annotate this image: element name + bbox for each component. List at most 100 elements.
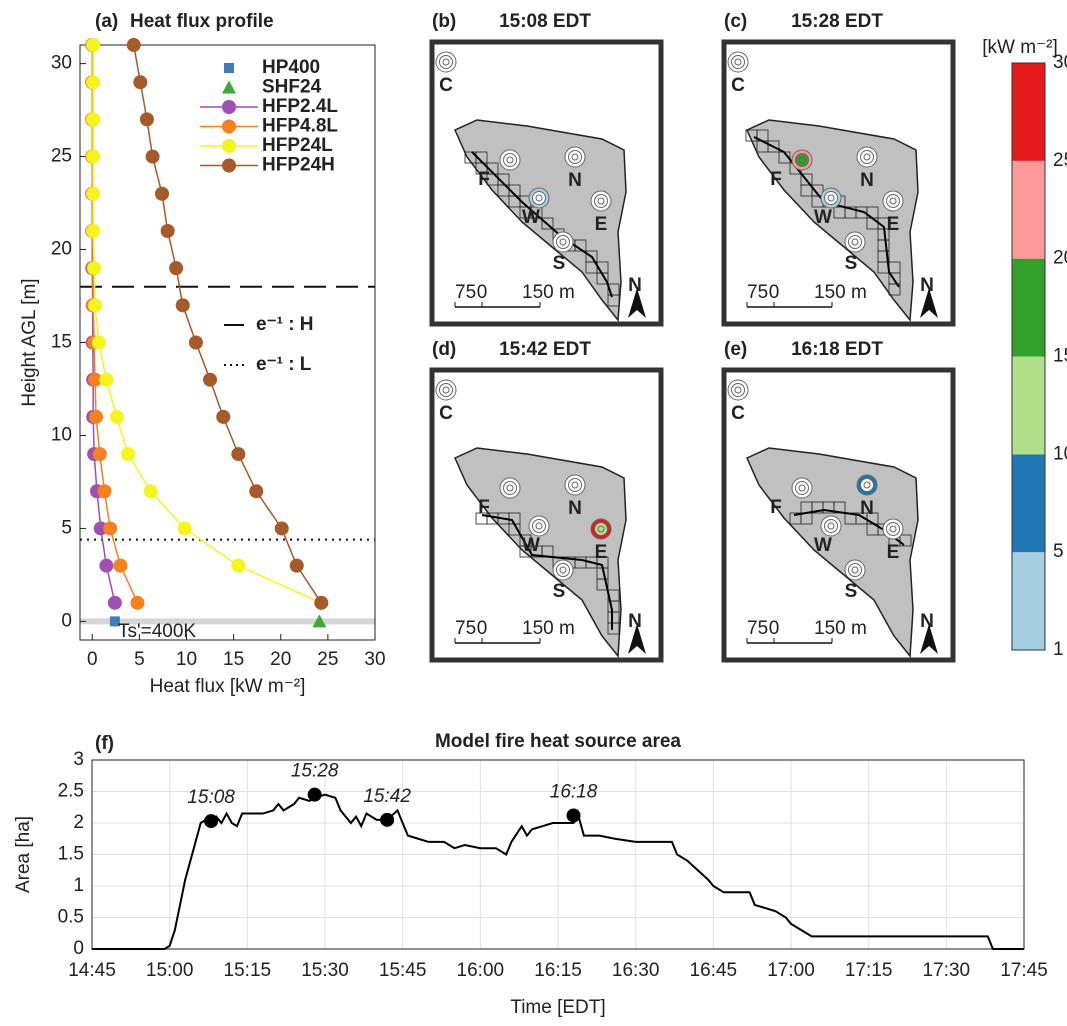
burn-unit [454,447,627,658]
scale-label: 75 [747,282,768,303]
sensor-core [863,153,871,161]
y-tick-label: 10 [51,424,72,445]
panel-label: (d) [432,339,456,360]
north-label: N [628,611,642,632]
panel-label: (c) [724,11,747,32]
legend-label: HP400 [262,57,320,78]
time-marker-label: 16:18 [550,781,598,802]
data-point [97,484,112,499]
panel-label: (b) [432,11,456,32]
colorbar-frame [1011,62,1046,651]
panel-title: 15:42 EDT [499,339,591,360]
x-tick-label: 17:30 [923,960,971,981]
fire-cell [607,622,620,635]
legend-marker [224,63,234,73]
legend-marker [222,158,236,173]
y-tick-label: 1.5 [58,844,84,865]
x-tick-label: 0 [87,649,98,670]
y-tick-label: 2 [73,812,84,833]
x-tick-label: 16:15 [534,960,582,981]
x-tick-label: 20 [270,649,291,670]
fire-cell [888,283,901,296]
legend-label: e⁻¹ : L [256,354,312,375]
sensor-label: N [568,498,582,519]
sensor-label: W [814,535,832,556]
scale-label: 75 [747,618,768,639]
sensor-core [889,197,897,205]
sensor-core [734,386,742,394]
sensor-core [889,525,897,533]
data-point [86,112,101,127]
series-line [91,45,139,604]
sensor-label: C [731,75,745,96]
data-point [231,447,246,462]
data-point [86,223,101,238]
panel-title: 16:18 EDT [791,339,883,360]
colorbar-segment [1012,160,1045,259]
data-point [99,558,114,573]
sensor-label: C [439,75,453,96]
legend-label: HFP24L [262,135,333,156]
sensor-label: N [860,498,874,519]
legend-label: SHF24 [262,77,322,98]
scale-label: 0 [769,282,780,303]
legend-label: HFP24H [262,155,335,176]
sensor-core [559,238,567,246]
x-tick-label: 17:15 [845,960,893,981]
north-arrow [920,288,938,318]
colorbar-tick-label: 5 [1053,541,1064,562]
fire-cell [596,578,609,591]
data-point [133,75,148,90]
north-label: N [920,611,934,632]
sensor-core [597,197,605,205]
y-axis-label: Height AGL [m] [19,278,40,406]
data-point [113,558,128,573]
x-tick-label: 10 [176,649,197,670]
colorbar-segment [1012,63,1045,161]
data-point [169,261,184,276]
legend-marker [222,139,236,153]
y-tick-label: 0 [73,938,84,959]
x-tick-label: 15 [223,649,244,670]
scale-label: 150 m [814,282,867,303]
time-marker-label: 15:08 [187,787,235,808]
time-marker-label: 15:28 [291,761,339,782]
panel-title: 15:08 EDT [499,11,591,32]
sensor-core [506,156,514,164]
sensor-core [597,525,605,533]
data-point [89,409,104,424]
colorbar-tick-label: 10 [1053,443,1067,464]
fire-front [481,514,613,630]
fire-cell [767,140,780,153]
data-point [86,75,101,90]
y-tick-label: 0 [61,610,72,631]
y-axis-label: Area [ha] [13,816,34,893]
sensor-label: W [522,207,540,228]
x-tick-label: 16:30 [612,960,660,981]
data-point [188,335,203,350]
north-arrow [920,624,938,654]
sensor-label: C [439,403,453,424]
scale-label: 75 [455,618,476,639]
chart-title: Model fire heat source area [435,731,681,752]
scale-label: 150 m [522,282,575,303]
x-tick-label: 16:45 [690,960,738,981]
data-point [203,372,218,387]
data-point [107,595,122,610]
sensor-label: S [553,581,566,602]
fire-front [753,136,900,288]
sensor-label: W [522,535,540,556]
data-point [143,484,158,499]
data-point [289,558,304,573]
legend-label: HFP2.4L [262,96,338,117]
scale-label: 150 m [814,618,867,639]
sensor-label: E [595,214,608,235]
colorbar-tick-label: 25 [1053,150,1067,171]
data-point [216,409,231,424]
sensor-core [442,58,450,66]
x-tick-label: 15:15 [224,960,272,981]
time-marker [204,814,219,829]
colorbar-tick-label: 20 [1053,248,1067,269]
y-tick-label: 0.5 [58,907,84,928]
series-line [92,45,322,604]
